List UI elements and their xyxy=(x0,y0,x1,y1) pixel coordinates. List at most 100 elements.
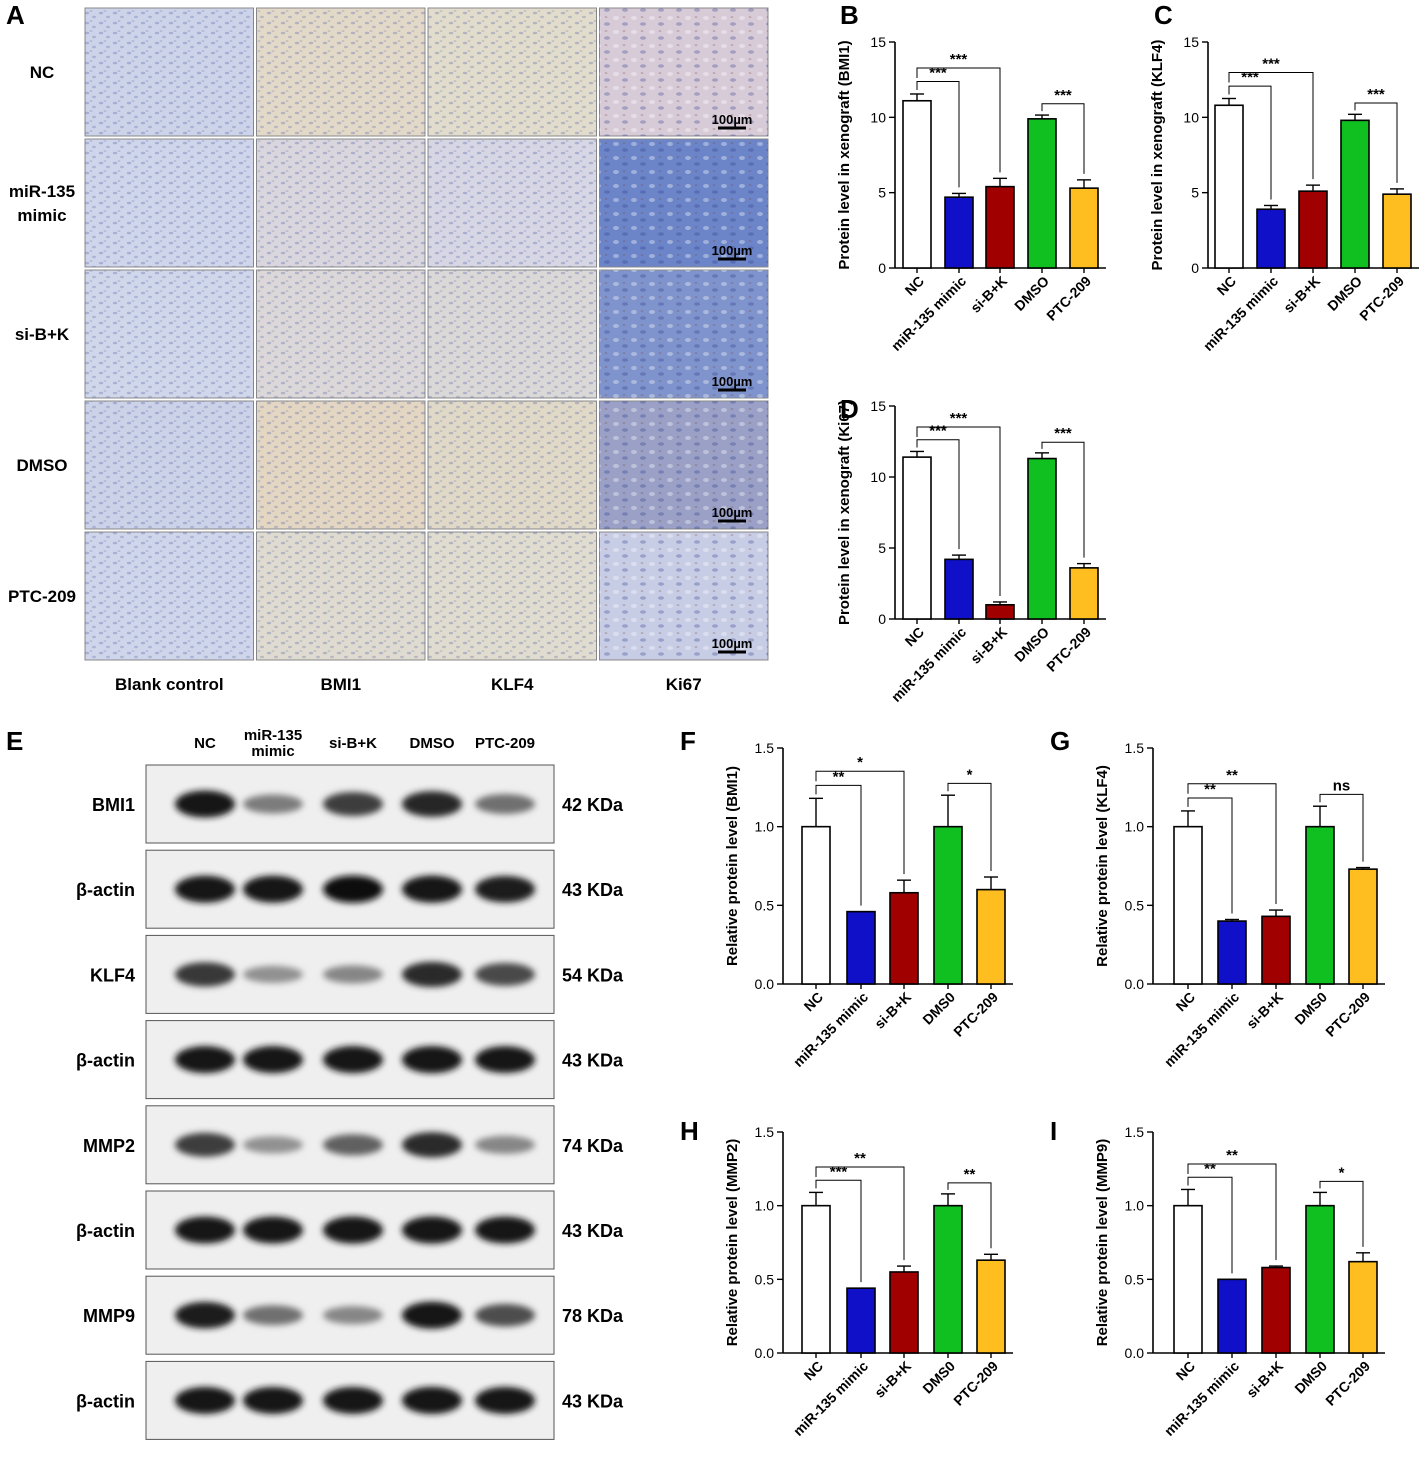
blot-band xyxy=(402,1132,462,1158)
blot-band xyxy=(175,1216,235,1244)
significance-bracket xyxy=(1187,1163,1277,1261)
y-tick-label: 0.0 xyxy=(1125,1345,1145,1361)
significance-bracket xyxy=(1187,1176,1233,1274)
ihc-texture xyxy=(256,139,425,267)
x-tick-label: PTC-209 xyxy=(1043,624,1094,675)
panel-label: D xyxy=(840,394,859,424)
blot-protein-label: β-actin xyxy=(76,1391,135,1411)
significance-bracket xyxy=(815,1179,862,1283)
y-tick-label: 15 xyxy=(870,398,886,414)
x-tick-label: DMS0 xyxy=(1291,1358,1330,1397)
significance-label: *** xyxy=(1241,69,1259,86)
bar xyxy=(1261,1266,1291,1354)
blot-band xyxy=(475,962,535,986)
ihc-row-label: PTC-209 xyxy=(8,587,76,606)
ihc-texture xyxy=(428,532,597,660)
y-tick-label: 10 xyxy=(870,469,886,485)
x-tick-label: DMS0 xyxy=(1291,989,1330,1028)
significance-label: *** xyxy=(830,1163,848,1180)
y-tick-label: 1.0 xyxy=(755,819,775,835)
blot-band xyxy=(402,791,462,817)
significance-bracket xyxy=(1319,1180,1364,1247)
x-tick-label: miR-135 mimic xyxy=(888,273,969,354)
blot-band xyxy=(402,1301,462,1329)
y-axis-label: Relative protein level (KLF4) xyxy=(1094,765,1111,967)
bar xyxy=(976,888,1006,985)
y-tick-label: 1.5 xyxy=(755,1124,775,1140)
significance-bracket xyxy=(815,770,905,875)
y-tick-label: 0 xyxy=(1191,260,1199,276)
bar xyxy=(1348,868,1378,985)
ihc-texture xyxy=(599,532,768,660)
y-tick-label: 5 xyxy=(878,185,886,201)
panel-label: B xyxy=(840,0,859,30)
blot-kda-label: 78 KDa xyxy=(562,1306,624,1326)
x-tick-label: NC xyxy=(1213,273,1239,299)
bar xyxy=(933,825,963,985)
bar xyxy=(1173,1204,1203,1354)
significance-label: *** xyxy=(1054,425,1072,442)
bar xyxy=(1069,187,1099,269)
y-tick-label: 10 xyxy=(1183,109,1199,125)
x-tick-label: si-B+K xyxy=(871,1358,914,1401)
bar xyxy=(976,1259,1006,1354)
x-tick-label: miR-135 mimic xyxy=(888,624,969,705)
y-tick-label: 0.0 xyxy=(1125,976,1145,992)
significance-bracket xyxy=(916,81,960,188)
y-axis-label: Protein level in xenograft (KLF4) xyxy=(1149,40,1166,271)
bar xyxy=(1217,1278,1247,1354)
blot-band xyxy=(323,875,383,903)
blot-band xyxy=(323,965,383,984)
blot-protein-label: β-actin xyxy=(76,1221,135,1241)
significance-label: ns xyxy=(1333,777,1351,794)
significance-label: ** xyxy=(1226,1147,1238,1164)
y-tick-label: 5 xyxy=(1191,185,1199,201)
blot-band xyxy=(243,1386,303,1414)
bar xyxy=(1027,457,1057,620)
blot-band xyxy=(402,1386,462,1415)
panel-label: F xyxy=(680,726,696,756)
blot-band xyxy=(175,1301,235,1329)
x-tick-label: si-B+K xyxy=(967,624,1010,667)
ihc-texture xyxy=(85,401,254,529)
x-tick-label: si-B+K xyxy=(1280,273,1323,316)
significance-bracket xyxy=(947,782,992,872)
y-tick-label: 0.5 xyxy=(1125,1271,1145,1287)
panel-label-e: E xyxy=(6,726,23,756)
y-tick-label: 0.5 xyxy=(755,1271,775,1287)
blot-band xyxy=(475,1303,535,1327)
ihc-texture xyxy=(428,139,597,267)
bar xyxy=(944,558,974,620)
blot-band xyxy=(243,1136,303,1154)
bar xyxy=(846,910,876,985)
ihc-row-label: NC xyxy=(30,63,55,82)
ihc-image-grid: NC 100µm miR-135 mimic 100µm si-B+K 100µm DMSO 1… xyxy=(8,7,769,694)
blot-band xyxy=(402,961,462,988)
chart-I: I Relative protein level (MMP9) 0.0 0.5 1.0 1… xyxy=(1050,1116,1385,1439)
y-tick-label: 0.5 xyxy=(1125,897,1145,913)
chart-F: F Relative protein level (BMI1) 0.0 0.5 1.0 1… xyxy=(680,726,1013,1070)
bar xyxy=(933,1204,963,1354)
ihc-texture xyxy=(256,270,425,398)
bar xyxy=(1340,119,1370,269)
bar xyxy=(1298,190,1328,269)
ihc-texture xyxy=(428,8,597,136)
y-axis-label: Relative protein level (MMP2) xyxy=(724,1139,741,1347)
significance-bracket xyxy=(1041,103,1085,174)
blot-protein-label: MMP9 xyxy=(83,1306,135,1326)
significance-label: ** xyxy=(854,1150,866,1167)
blot-protein-label: β-actin xyxy=(76,1051,135,1071)
bar xyxy=(1305,825,1335,985)
significance-label: *** xyxy=(929,423,947,440)
y-tick-label: 0.0 xyxy=(755,976,775,992)
blot-kda-label: 42 KDa xyxy=(562,795,624,815)
bar xyxy=(944,196,974,269)
x-tick-label: NC xyxy=(1172,1358,1198,1384)
bar xyxy=(1261,915,1291,985)
ihc-texture xyxy=(599,139,768,267)
bar xyxy=(801,1204,831,1354)
y-tick-label: 1.5 xyxy=(1125,740,1145,756)
blot-protein-label: MMP2 xyxy=(83,1136,135,1156)
bar xyxy=(1173,825,1203,985)
